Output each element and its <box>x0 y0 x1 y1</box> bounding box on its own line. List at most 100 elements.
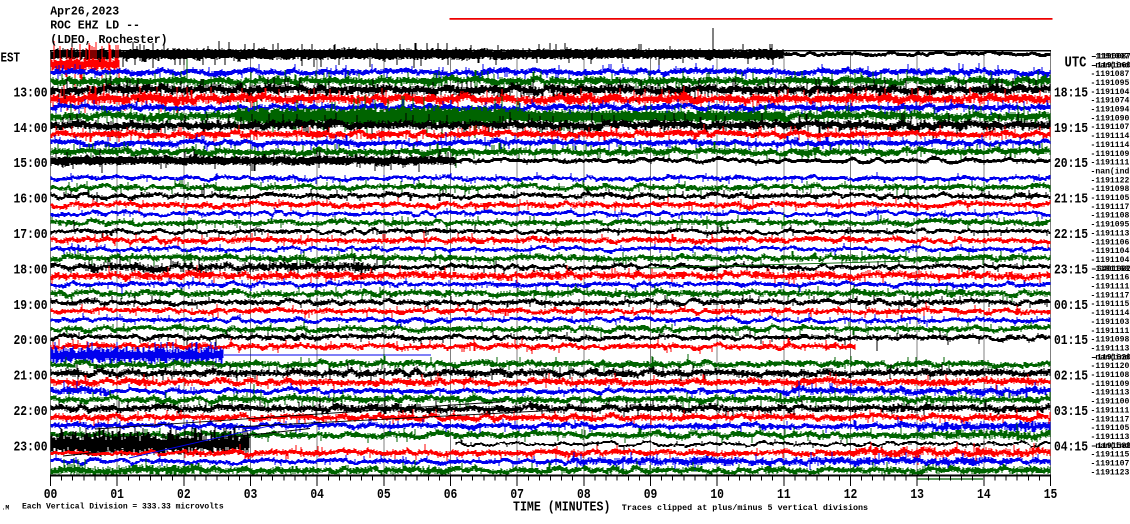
svg-text:06: 06 <box>444 487 458 503</box>
svg-text:01:15: 01:15 <box>1054 333 1088 349</box>
svg-text:-1191120: -1191120 <box>1091 362 1130 371</box>
svg-text:-nan(ind: -nan(ind <box>1091 167 1130 176</box>
svg-text:13:00: 13:00 <box>14 85 48 101</box>
svg-text:13: 13 <box>910 487 924 503</box>
svg-text:-6401682: -6401682 <box>1092 265 1130 274</box>
svg-text:-1191114: -1191114 <box>1091 309 1130 318</box>
svg-text:-1191113: -1191113 <box>1091 344 1130 353</box>
svg-text:-1191074: -1191074 <box>1091 97 1130 106</box>
svg-text:-1191111: -1191111 <box>1091 159 1130 168</box>
svg-text:-1191108: -1191108 <box>1091 371 1130 380</box>
svg-text:15: 15 <box>1044 487 1058 503</box>
svg-text:00:15: 00:15 <box>1054 298 1088 314</box>
svg-text:05: 05 <box>377 487 391 503</box>
svg-text:-1191117: -1191117 <box>1091 415 1130 424</box>
svg-text:-1191116: -1191116 <box>1091 274 1130 283</box>
svg-text:-1191103: -1191103 <box>1091 318 1130 327</box>
svg-text:-nan(ind: -nan(ind <box>1091 353 1130 362</box>
svg-text:Apr26,2023: Apr26,2023 <box>50 5 119 18</box>
svg-text:-1191104: -1191104 <box>1091 256 1130 265</box>
svg-text:-1191117: -1191117 <box>1091 203 1130 212</box>
svg-text:-1191122: -1191122 <box>1091 176 1130 185</box>
svg-text:-1191114: -1191114 <box>1091 132 1130 141</box>
svg-text:-1191168: -1191168 <box>1091 265 1130 274</box>
svg-text:-1191097: -1191097 <box>1091 52 1130 61</box>
svg-text:22:15: 22:15 <box>1054 227 1088 243</box>
svg-text:-1191109: -1191109 <box>1091 150 1130 159</box>
svg-text:-1191109: -1191109 <box>1091 380 1130 389</box>
svg-text:-1191106: -1191106 <box>1091 238 1130 247</box>
svg-text:-1191113: -1191113 <box>1091 433 1130 442</box>
svg-text:-1191115: -1191115 <box>1091 451 1130 460</box>
svg-text:-1191111: -1191111 <box>1091 327 1130 336</box>
svg-text:09: 09 <box>644 487 658 503</box>
svg-text:20:00: 20:00 <box>14 333 48 349</box>
svg-text:20:15: 20:15 <box>1054 156 1088 172</box>
svg-text:08: 08 <box>577 487 591 503</box>
svg-text:-1191104: -1191104 <box>1091 247 1130 256</box>
svg-text:02:15: 02:15 <box>1054 369 1088 385</box>
svg-text:18:15: 18:15 <box>1054 85 1088 101</box>
svg-text:ROC EHZ LD --: ROC EHZ LD -- <box>50 20 140 33</box>
svg-text:21:15: 21:15 <box>1054 192 1088 208</box>
svg-text:23:00: 23:00 <box>14 439 48 455</box>
svg-text:Each Vertical Division = 333.: Each Vertical Division = 333.33 microvol… <box>22 503 224 512</box>
svg-text:-nan(ind: -nan(ind <box>1091 61 1130 70</box>
svg-text:19:00: 19:00 <box>14 298 48 314</box>
svg-text:UTC: UTC <box>1065 55 1087 71</box>
svg-text:-1191123: -1191123 <box>1091 468 1130 477</box>
svg-text:18:00: 18:00 <box>14 262 48 278</box>
svg-text:04:15: 04:15 <box>1054 439 1088 455</box>
svg-text:21:00: 21:00 <box>14 369 48 385</box>
svg-text:-1191100: -1191100 <box>1091 398 1130 407</box>
svg-text:-1191588: -1191588 <box>1092 442 1130 451</box>
svg-text:-1191107: -1191107 <box>1091 460 1130 469</box>
svg-text:-1191117: -1191117 <box>1091 291 1130 300</box>
svg-text:07: 07 <box>510 487 524 503</box>
svg-text:01: 01 <box>110 487 124 503</box>
svg-text:10: 10 <box>710 487 724 503</box>
svg-text:-1191114: -1191114 <box>1091 141 1130 150</box>
svg-text:02: 02 <box>177 487 191 503</box>
svg-text:-1191095: -1191095 <box>1091 79 1130 88</box>
svg-text:-1191115: -1191115 <box>1091 300 1130 309</box>
svg-text:12: 12 <box>844 487 858 503</box>
svg-text:23:15: 23:15 <box>1054 262 1088 278</box>
svg-text:-1191104: -1191104 <box>1091 88 1130 97</box>
svg-text:14:00: 14:00 <box>14 121 48 137</box>
svg-text:-1191620: -1191620 <box>1092 353 1130 362</box>
svg-text:-1191105: -1191105 <box>1091 424 1130 433</box>
svg-text:.M: .M <box>2 505 10 512</box>
svg-text:11: 11 <box>777 487 791 503</box>
svg-text:-1191111: -1191111 <box>1091 406 1130 415</box>
svg-text:00: 00 <box>44 487 58 503</box>
svg-text:14: 14 <box>977 487 991 503</box>
svg-text:15:00: 15:00 <box>14 156 48 172</box>
svg-text:-1191113: -1191113 <box>1091 389 1130 398</box>
svg-text:03: 03 <box>244 487 258 503</box>
svg-text:Traces clipped at plus/minus 5: Traces clipped at plus/minus 5 vertical … <box>622 503 868 513</box>
svg-text:22:00: 22:00 <box>14 404 48 420</box>
svg-text:-1191105: -1191105 <box>1091 194 1130 203</box>
svg-text:-1191108: -1191108 <box>1091 212 1130 221</box>
svg-text:-1191090: -1191090 <box>1091 114 1130 123</box>
svg-text:-1191095: -1191095 <box>1091 221 1130 230</box>
svg-text:-1191060: -1191060 <box>1092 61 1130 70</box>
svg-text:04: 04 <box>310 487 324 503</box>
svg-text:-1191113: -1191113 <box>1091 229 1130 238</box>
svg-text:-1191098: -1191098 <box>1091 336 1130 345</box>
svg-text:-1191094: -1191094 <box>1091 106 1130 115</box>
svg-text:-1190087: -1190087 <box>1092 52 1130 61</box>
svg-text:19:15: 19:15 <box>1054 121 1088 137</box>
svg-text:TIME (MINUTES): TIME (MINUTES) <box>513 500 610 516</box>
svg-text:-1191098: -1191098 <box>1091 185 1130 194</box>
svg-text:03:15: 03:15 <box>1054 404 1088 420</box>
svg-text:EST: EST <box>1 51 21 67</box>
svg-text:(LDEO, Rochester): (LDEO, Rochester) <box>50 34 167 47</box>
svg-text:-1191107: -1191107 <box>1091 123 1130 132</box>
svg-text:16:00: 16:00 <box>14 192 48 208</box>
svg-text:-1191111: -1191111 <box>1091 283 1130 292</box>
svg-text:-1191087: -1191087 <box>1091 70 1130 79</box>
svg-text:-nan(ind: -nan(ind <box>1091 442 1130 451</box>
svg-text:17:00: 17:00 <box>14 227 48 243</box>
